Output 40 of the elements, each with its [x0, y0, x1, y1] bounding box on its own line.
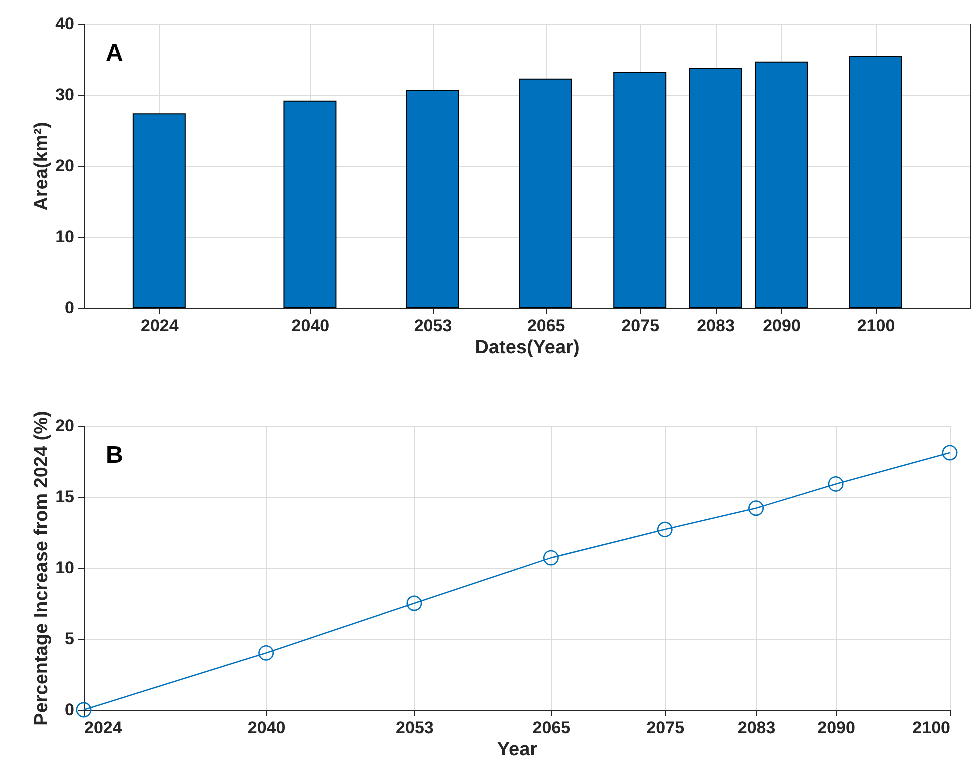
- y-tick-label: 30: [56, 86, 74, 104]
- y-tick-label: 10: [56, 558, 74, 578]
- x-axis-title: Dates(Year): [475, 338, 580, 358]
- y-axis-title: Area(km²): [32, 122, 53, 211]
- bar: [754, 62, 808, 308]
- x-axis-title: Year: [497, 740, 538, 760]
- x-tick-label: 2090: [763, 316, 801, 336]
- y-tick-label: 40: [56, 14, 74, 34]
- y-tick-label: 0: [65, 298, 74, 318]
- bar: [849, 56, 902, 308]
- x-tick-label: 2024: [84, 718, 123, 738]
- y-tick-label: 20: [56, 156, 74, 176]
- bar: [132, 114, 186, 308]
- y-tick-label: 5: [65, 630, 74, 648]
- x-tick-label: 2040: [248, 718, 286, 738]
- x-tick-label: 2024: [140, 316, 180, 336]
- x-tick-label: 2100: [857, 316, 896, 336]
- annotation: A: [106, 40, 124, 67]
- x-tick-label: 2083: [697, 316, 735, 336]
- x-tick-label: 2090: [818, 718, 856, 738]
- annotation: B: [106, 442, 124, 469]
- x-tick-label: 2083: [738, 718, 776, 738]
- bar: [284, 100, 337, 308]
- x-tick-label: 2065: [532, 718, 571, 738]
- bar: [689, 68, 742, 308]
- y-axis-title: Percentage Increase from 2024 (%): [32, 411, 53, 726]
- bar: [519, 78, 572, 308]
- y-tick-label: 15: [56, 488, 74, 506]
- x-tick-label: 2075: [646, 718, 685, 738]
- x-tick-label: 2100: [912, 718, 950, 738]
- y-tick-label: 20: [56, 416, 74, 436]
- x-tick-label: 2065: [527, 316, 566, 336]
- y-tick-label: 0: [65, 700, 74, 720]
- x-tick-label: 2075: [622, 316, 660, 336]
- bar: [406, 90, 460, 308]
- y-tick-label: 10: [56, 228, 74, 246]
- x-tick-label: 2053: [414, 316, 452, 336]
- bar: [614, 72, 667, 308]
- x-tick-label: 2053: [396, 718, 434, 738]
- x-tick-label: 2040: [292, 316, 330, 336]
